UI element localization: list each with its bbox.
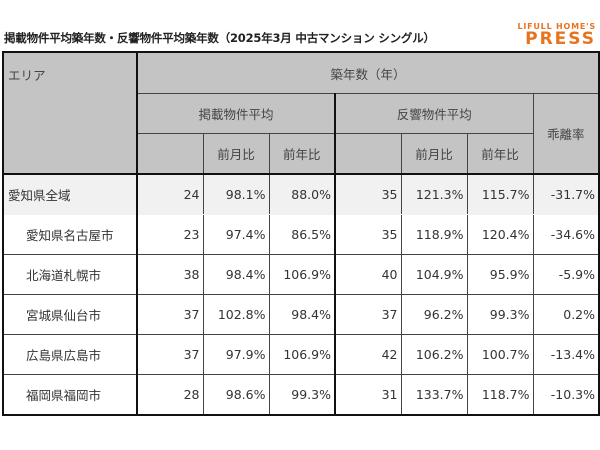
cell-listed: 24	[136, 173, 204, 215]
cell-area: 宮城県仙台市	[2, 294, 138, 335]
header-listed-avg: 掲載物件平均	[136, 93, 336, 134]
cell-listed-mom: 102.8%	[202, 294, 270, 335]
table-row: 宮城県仙台市 37 102.8% 98.4% 37 96.2% 99.3% 0.…	[2, 294, 600, 335]
cell-divergence: -31.7%	[532, 173, 600, 215]
table-row: 福岡県福岡市 28 98.6% 99.3% 31 133.7% 118.7% -…	[2, 374, 600, 416]
cell-listed: 23	[136, 214, 204, 255]
cell-resp-mom: 104.9%	[400, 254, 468, 295]
cell-listed-yoy: 99.3%	[268, 374, 336, 416]
cell-listed-mom: 97.4%	[202, 214, 270, 255]
cell-resp-yoy: 95.9%	[466, 254, 534, 295]
logo-line1: LIFULL HOME'S	[517, 22, 596, 31]
cell-resp-yoy: 100.7%	[466, 334, 534, 375]
page-title: 掲載物件平均築年数・反響物件平均築年数（2025年3月 中古マンション シングル…	[4, 31, 435, 45]
header-area: エリア	[2, 51, 138, 175]
brand-logo: LIFULL HOME'S PRESS	[517, 22, 596, 48]
cell-resp-mom: 106.2%	[400, 334, 468, 375]
cell-area: 福岡県福岡市	[2, 374, 138, 416]
cell-listed-yoy: 88.0%	[268, 173, 336, 215]
cell-divergence: -10.3%	[532, 374, 600, 416]
header-response-avg: 反響物件平均	[334, 93, 534, 134]
cell-listed: 28	[136, 374, 204, 416]
cell-resp: 42	[334, 334, 402, 375]
table-row: 愛知県名古屋市 23 97.4% 86.5% 35 118.9% 120.4% …	[2, 214, 600, 255]
cell-divergence: -13.4%	[532, 334, 600, 375]
cell-area: 広島県広島市	[2, 334, 138, 375]
cell-listed-mom: 98.6%	[202, 374, 270, 416]
cell-listed: 37	[136, 294, 204, 335]
cell-listed: 37	[136, 334, 204, 375]
cell-resp-mom: 118.9%	[400, 214, 468, 255]
cell-area: 愛知県名古屋市	[2, 214, 138, 255]
logo-line2: PRESS	[525, 29, 596, 49]
cell-divergence: 0.2%	[532, 294, 600, 335]
cell-listed-mom: 98.1%	[202, 173, 270, 215]
cell-resp-mom: 121.3%	[400, 173, 468, 215]
cell-listed-yoy: 106.9%	[268, 334, 336, 375]
cell-resp: 35	[334, 214, 402, 255]
header-response-value	[334, 133, 402, 175]
header-response-mom: 前月比	[400, 133, 468, 175]
cell-area: 愛知県全域	[2, 173, 138, 215]
cell-resp-yoy: 115.7%	[466, 173, 534, 215]
cell-resp: 40	[334, 254, 402, 295]
cell-resp-yoy: 120.4%	[466, 214, 534, 255]
table-row: 愛知県全域 24 98.1% 88.0% 35 121.3% 115.7% -3…	[2, 173, 600, 215]
cell-listed-yoy: 86.5%	[268, 214, 336, 255]
cell-area: 北海道札幌市	[2, 254, 138, 295]
cell-resp: 31	[334, 374, 402, 416]
cell-listed-yoy: 106.9%	[268, 254, 336, 295]
cell-listed-mom: 98.4%	[202, 254, 270, 295]
cell-resp: 37	[334, 294, 402, 335]
building-age-table: エリア 築年数（年） 掲載物件平均 反響物件平均 乖離率 前月比 前年比 前月比…	[2, 51, 600, 416]
header-listed-value	[136, 133, 204, 175]
cell-resp: 35	[334, 173, 402, 215]
header-divergence: 乖離率	[532, 93, 600, 175]
header-building-age: 築年数（年）	[136, 51, 600, 94]
cell-listed: 38	[136, 254, 204, 295]
table-row: 広島県広島市 37 97.9% 106.9% 42 106.2% 100.7% …	[2, 334, 600, 375]
cell-listed-mom: 97.9%	[202, 334, 270, 375]
cell-resp-yoy: 99.3%	[466, 294, 534, 335]
cell-resp-mom: 96.2%	[400, 294, 468, 335]
cell-resp-yoy: 118.7%	[466, 374, 534, 416]
header-response-yoy: 前年比	[466, 133, 534, 175]
cell-divergence: -5.9%	[532, 254, 600, 295]
header-listed-yoy: 前年比	[268, 133, 336, 175]
header-listed-mom: 前月比	[202, 133, 270, 175]
cell-listed-yoy: 98.4%	[268, 294, 336, 335]
cell-divergence: -34.6%	[532, 214, 600, 255]
cell-resp-mom: 133.7%	[400, 374, 468, 416]
table-row: 北海道札幌市 38 98.4% 106.9% 40 104.9% 95.9% -…	[2, 254, 600, 295]
